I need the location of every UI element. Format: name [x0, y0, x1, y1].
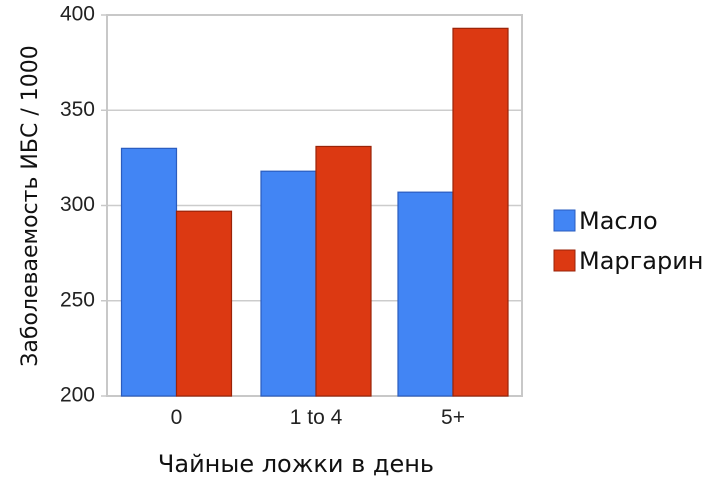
bars [120, 27, 509, 397]
legend-swatch [553, 249, 576, 272]
x-axis-label: Чайные ложки в день [158, 450, 434, 478]
bar-butter [120, 147, 178, 397]
x-tick-label: 0 [171, 406, 183, 429]
legend-label: Масло [579, 207, 658, 235]
legend-label: Маргарин [579, 247, 704, 275]
y-axis-label: Заболеваемость ИБС / 1000 [18, 45, 43, 366]
x-axis-ticks: 0 1 to 4 5+ [171, 406, 465, 429]
bar-margarine [452, 27, 509, 397]
y-axis-ticks: 200 250 300 350 400 [60, 3, 107, 407]
y-tick-label: 300 [60, 193, 95, 216]
x-tick-label: 5+ [441, 406, 465, 429]
legend-swatch [553, 209, 576, 232]
legend: Масло Маргарин [553, 207, 704, 275]
y-tick-label: 250 [60, 288, 95, 311]
y-tick-label: 400 [60, 3, 95, 26]
bar-margarine [315, 145, 372, 397]
bar-butter [397, 191, 454, 397]
bar-margarine [175, 210, 233, 397]
y-tick-label: 200 [60, 384, 95, 407]
y-tick-label: 350 [60, 98, 95, 121]
x-tick-label: 1 to 4 [290, 406, 343, 429]
bar-butter [260, 170, 317, 397]
